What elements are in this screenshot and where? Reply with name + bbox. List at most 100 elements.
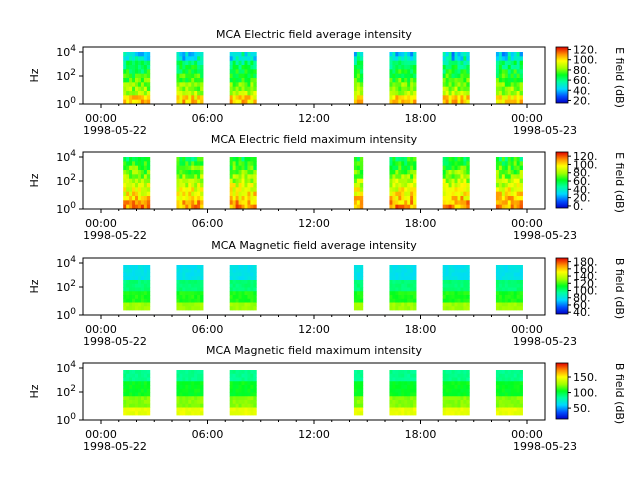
heatmap-cell (140, 183, 145, 188)
heatmap-cell (398, 191, 402, 197)
heatmap-cell (504, 272, 509, 277)
heatmap-cell (454, 60, 458, 66)
heatmap-cell (123, 178, 127, 184)
heatmap-cell (454, 165, 458, 171)
heatmap-cell (179, 95, 183, 101)
heatmap-cell (445, 280, 450, 285)
heatmap-cell (188, 183, 192, 188)
heatmap-cell (460, 204, 464, 210)
heatmap-cell (510, 377, 515, 382)
y-tick-label: 104 (56, 149, 76, 164)
heatmap-cell (182, 370, 186, 375)
heatmap-cell (404, 388, 408, 393)
heatmap-cell (445, 272, 450, 277)
heatmap-cell (137, 396, 142, 401)
heatmap-cell (501, 370, 506, 375)
heatmap-cell (356, 95, 361, 101)
heatmap-cell (250, 370, 254, 375)
heatmap-cell (398, 200, 402, 206)
heatmap-cell (140, 272, 145, 277)
heatmap-cell (238, 373, 242, 378)
heatmap-cell (359, 388, 364, 393)
heatmap-cell (185, 381, 189, 386)
heatmap-cell (401, 370, 405, 375)
heatmap-cell (454, 170, 458, 175)
heatmap-cell (389, 373, 393, 378)
heatmap-cell (241, 407, 245, 412)
heatmap-cell (235, 388, 239, 393)
colorbar-tick-label: 80. (573, 167, 591, 180)
heatmap-cell (466, 187, 470, 193)
heatmap-cell (126, 157, 130, 162)
heatmap-cell (389, 187, 393, 193)
heatmap-cell (241, 373, 245, 378)
heatmap-cell (137, 407, 142, 412)
heatmap-cell (229, 392, 234, 397)
heatmap-cell (510, 161, 515, 167)
heatmap-cell (445, 388, 450, 393)
heatmap-cell (140, 174, 145, 180)
heatmap-cell (253, 60, 257, 66)
heatmap-cell (395, 99, 399, 105)
heatmap-cell (507, 385, 512, 390)
heatmap-cell (176, 370, 180, 375)
heatmap-cell (407, 268, 411, 273)
heatmap-cell (442, 82, 447, 88)
heatmap-cell (457, 400, 461, 405)
heatmap-cell (146, 178, 151, 184)
heatmap-cell (389, 191, 393, 197)
heatmap-cell (126, 291, 130, 296)
heatmap-cell (413, 183, 417, 188)
heatmap-cell (247, 191, 251, 197)
heatmap-cell (250, 69, 254, 75)
heatmap-cell (504, 381, 509, 386)
heatmap-segment (229, 157, 257, 210)
heatmap-cell (250, 82, 254, 88)
heatmap-cell (510, 200, 515, 206)
heatmap-cell (241, 157, 245, 162)
heatmap-cell (513, 377, 518, 382)
heatmap-cell (146, 165, 151, 171)
heatmap-cell (401, 268, 405, 273)
heatmap-cell (410, 280, 414, 285)
heatmap-cell (250, 388, 254, 393)
heatmap-cell (176, 56, 180, 62)
heatmap-cell (516, 99, 521, 105)
heatmap-cell (460, 370, 464, 375)
heatmap-cell (143, 388, 148, 393)
heatmap-cell (445, 78, 450, 83)
heatmap-cell (241, 170, 245, 175)
heatmap-cell (504, 280, 509, 285)
heatmap-cell (392, 385, 396, 390)
heatmap-cell (401, 407, 405, 412)
heatmap-cell (229, 187, 234, 193)
heatmap-cell (389, 276, 393, 281)
heatmap-cell (392, 86, 396, 92)
heatmap-cell (501, 157, 506, 162)
heatmap-cell (507, 191, 512, 197)
heatmap-cell (389, 385, 393, 390)
heatmap-cell (495, 370, 500, 375)
heatmap-cell (404, 91, 408, 96)
heatmap-cell (140, 60, 145, 66)
colorbar-label: E field (dB) (613, 47, 626, 108)
heatmap-cell (463, 56, 467, 62)
heatmap-cell (353, 178, 358, 184)
heatmap-cell (232, 65, 237, 70)
heatmap-cell (466, 196, 470, 201)
heatmap-cell (235, 403, 239, 408)
heatmap-cell (146, 411, 151, 416)
heatmap-cell (123, 381, 127, 386)
heatmap-cell (140, 403, 145, 408)
heatmap-cell (407, 265, 411, 270)
heatmap-cell (519, 370, 523, 375)
heatmap-cell (250, 52, 254, 57)
heatmap-cell (513, 370, 518, 375)
heatmap-cell (451, 287, 455, 292)
heatmap-cell (398, 157, 402, 162)
heatmap-cell (445, 373, 450, 378)
heatmap-cell (519, 200, 523, 206)
heatmap-cell (519, 287, 523, 292)
heatmap-cell (513, 302, 518, 307)
